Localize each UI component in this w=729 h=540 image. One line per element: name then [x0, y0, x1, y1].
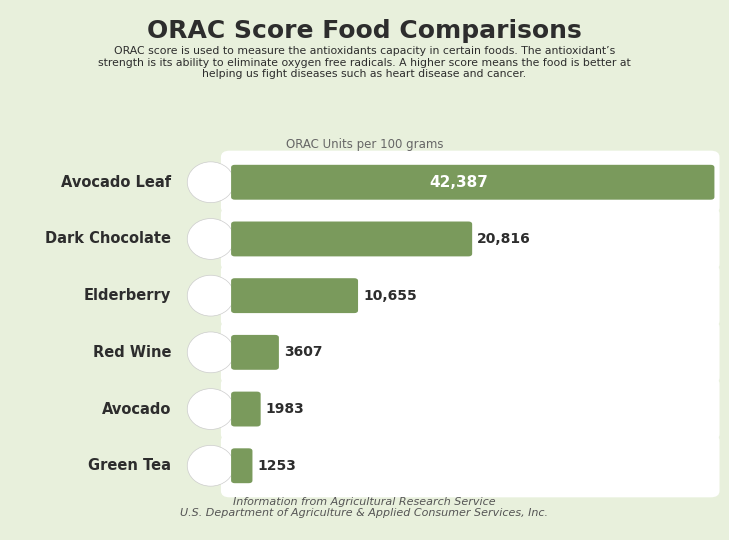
- Text: 1253: 1253: [257, 459, 297, 472]
- Text: Dark Chocolate: Dark Chocolate: [45, 232, 171, 246]
- Text: 20,816: 20,816: [477, 232, 531, 246]
- Text: 1983: 1983: [266, 402, 305, 416]
- Text: Elderberry: Elderberry: [84, 288, 171, 303]
- Text: 3607: 3607: [284, 346, 322, 359]
- Text: Green Tea: Green Tea: [88, 458, 171, 473]
- Text: Red Wine: Red Wine: [93, 345, 171, 360]
- Text: Information from Agricultural Research Service
U.S. Department of Agriculture & : Information from Agricultural Research S…: [181, 497, 548, 518]
- Text: Avocado: Avocado: [102, 402, 171, 416]
- Text: 10,655: 10,655: [363, 289, 417, 302]
- Text: ORAC score is used to measure the antioxidants capacity in certain foods. The an: ORAC score is used to measure the antiox…: [98, 46, 631, 79]
- Text: ORAC Units per 100 grams: ORAC Units per 100 grams: [286, 138, 443, 151]
- Text: 42,387: 42,387: [429, 175, 488, 190]
- Text: ORAC Score Food Comparisons: ORAC Score Food Comparisons: [147, 19, 582, 43]
- Text: Avocado Leaf: Avocado Leaf: [61, 175, 171, 190]
